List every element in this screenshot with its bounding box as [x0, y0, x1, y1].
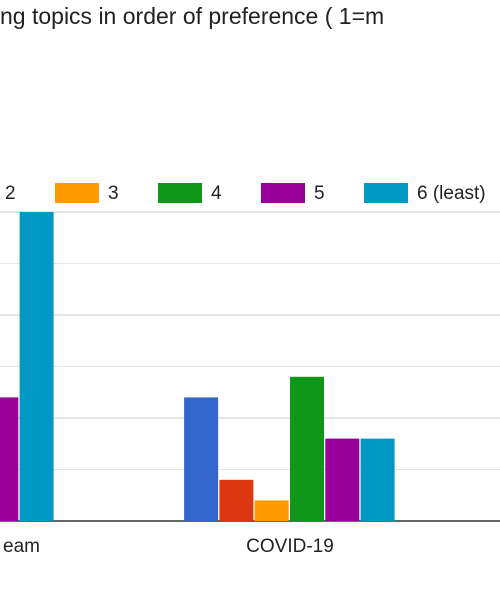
bar	[360, 438, 395, 521]
legend-swatch	[158, 183, 202, 203]
bar	[290, 376, 324, 521]
legend-label: 5	[314, 183, 325, 204]
bar	[184, 397, 219, 521]
bar	[219, 479, 254, 521]
legend-swatch	[55, 183, 99, 203]
legend-label: 3	[108, 183, 119, 204]
x-tick-label: eam	[3, 536, 40, 557]
legend-label: 4	[211, 183, 222, 204]
legend-swatch	[364, 183, 408, 203]
x-tick-label: COVID-19	[246, 536, 334, 557]
bar	[325, 438, 360, 521]
chart-title: ng topics in order of preference ( 1=m	[0, 3, 384, 29]
bar	[19, 212, 54, 521]
legend-label: 6 (least)	[417, 183, 486, 204]
legend-swatch	[261, 183, 305, 203]
bar	[254, 500, 289, 521]
legend-label: 2	[5, 183, 16, 204]
bar	[0, 397, 19, 521]
